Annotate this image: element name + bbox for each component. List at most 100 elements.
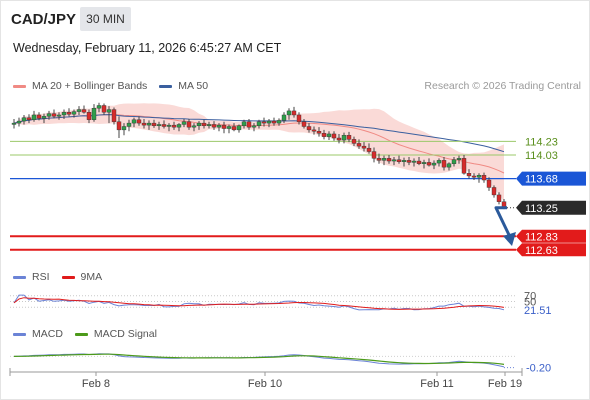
candle-body (246, 121, 252, 128)
x-tick-label: Feb 8 (82, 378, 110, 390)
candle-body (361, 145, 367, 149)
candle-body (376, 158, 382, 161)
macd-legend-swatch (13, 332, 26, 336)
candle-body (201, 122, 207, 127)
rsi-ma-line (13, 297, 505, 310)
candle-body (421, 162, 427, 164)
candle-body (226, 126, 232, 129)
macd-legend-label: MACD (32, 328, 63, 340)
candle-body (306, 126, 312, 131)
rsi-ma-legend-label: 9MA (80, 271, 103, 283)
timeframe-button[interactable]: 30 MIN (80, 7, 131, 31)
candle-body (181, 121, 187, 125)
candle-body (86, 112, 92, 120)
candle-body (371, 151, 377, 159)
ma20-legend-swatch (13, 84, 26, 88)
rsi-tick-label: 50 (524, 297, 536, 309)
candle-body (381, 158, 387, 161)
candle-body (446, 163, 452, 168)
rsi-legend: RSI 9MA (13, 271, 102, 283)
candle-body (301, 121, 307, 127)
candle-body (126, 122, 132, 127)
candle-body (341, 135, 347, 141)
candle-body (46, 113, 52, 117)
candle-body (486, 179, 492, 188)
candle-body (191, 125, 197, 128)
candle-body (336, 137, 342, 141)
support-label: 112.83 (525, 231, 558, 243)
candle-body (241, 121, 247, 127)
candle-body (196, 122, 202, 127)
candle-body (316, 131, 322, 134)
candle-body (206, 124, 212, 127)
candle-body (331, 133, 337, 139)
rsi-tick-label: 70 (524, 291, 536, 303)
candle-body (91, 107, 97, 120)
macd-signal-legend-swatch (74, 332, 88, 336)
candle-body (211, 124, 217, 128)
candle-body (431, 162, 437, 166)
rsi-legend-swatch (13, 275, 26, 279)
candle-body (311, 129, 317, 132)
candle-body (166, 124, 172, 127)
candle-body (271, 120, 277, 124)
pivot-tag (516, 171, 586, 186)
resistance-label: 114.03 (525, 150, 558, 162)
candle-body (36, 114, 42, 119)
candle-body (161, 124, 167, 127)
candle-body (66, 112, 72, 115)
candle-body (171, 124, 177, 128)
candle-body (56, 114, 62, 117)
candle-body (101, 105, 107, 113)
candle-body (261, 121, 267, 124)
candle-body (266, 120, 272, 124)
candle-body (221, 124, 227, 129)
candle-body (71, 111, 77, 115)
candle-body (151, 122, 157, 127)
candle-body (491, 187, 497, 196)
candle-body (471, 175, 477, 178)
candle-body (296, 114, 302, 122)
candle-body (11, 122, 17, 125)
candle-body (116, 121, 122, 131)
candle-body (391, 159, 397, 162)
candle-body (396, 159, 402, 162)
candle-body (401, 160, 407, 162)
candle-body (136, 119, 142, 124)
macd-legend: MACD MACD Signal (13, 328, 157, 340)
x-tick-label: Feb 19 (488, 378, 522, 390)
candle-body (461, 158, 467, 174)
candle-body (186, 121, 192, 128)
forecast-arrowhead (503, 232, 516, 247)
timestamp: Wednesday, February 11, 2026 6:45:27 AM … (13, 41, 282, 55)
candle-body (141, 122, 147, 126)
candle-body (236, 125, 242, 131)
candle-body (156, 124, 162, 127)
pivot-label: 113.68 (525, 174, 558, 186)
current-price-tag (516, 200, 586, 215)
candle-body (496, 194, 502, 202)
ma50-legend-swatch (159, 84, 173, 88)
support-tag (516, 243, 586, 257)
candle-body (466, 173, 472, 177)
candle-body (276, 120, 282, 124)
candle-body (146, 122, 152, 126)
symbol-title: CAD/JPY (11, 11, 77, 28)
candle-body (481, 175, 487, 181)
rsi-legend-label: RSI (32, 271, 50, 283)
candle-body (16, 120, 22, 124)
credit-text: Research © 2026 Trading Central (424, 80, 581, 92)
candle-body (416, 160, 422, 164)
candle-body (61, 112, 67, 116)
current-price-label: 113.25 (525, 203, 558, 215)
candle-body (366, 147, 372, 152)
ma50-legend-label: MA 50 (178, 80, 209, 92)
candle-body (106, 109, 112, 113)
candle-body (96, 105, 102, 109)
candle-body (456, 158, 462, 160)
candle-body (281, 114, 287, 121)
candle-body (21, 117, 27, 122)
candle-body (351, 139, 357, 144)
